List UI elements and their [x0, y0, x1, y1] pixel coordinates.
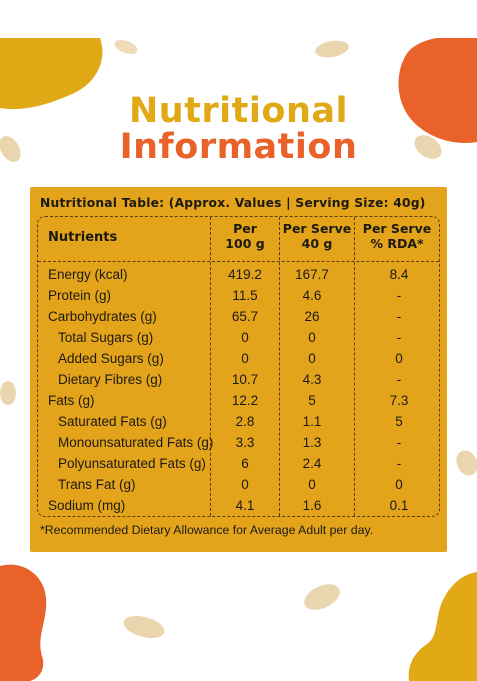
table-row: Total Sugars (g) 0 0 -	[38, 328, 439, 349]
table-row: Polyunsaturated Fats (g) 6 2.4 -	[38, 454, 439, 475]
value-per-100g: 0	[241, 330, 249, 345]
value-rda: -	[396, 456, 402, 471]
value-per-serve: 1.6	[302, 498, 322, 513]
oat-flake-icon	[456, 450, 477, 476]
nutrient-name: Polyunsaturated Fats (g)	[58, 456, 206, 471]
value-rda: -	[396, 330, 402, 345]
nutrient-name: Saturated Fats (g)	[58, 414, 167, 429]
column-divider	[279, 217, 280, 516]
table-row: Dietary Fibres (g) 10.7 4.3 -	[38, 370, 439, 391]
value-per-100g: 10.7	[231, 372, 259, 387]
value-per-100g: 4.1	[235, 498, 255, 513]
value-per-100g: 2.8	[235, 414, 255, 429]
value-per-serve: 0	[308, 351, 316, 366]
table-row: Protein (g) 11.5 4.6 -	[38, 286, 439, 307]
oat-flake-icon	[315, 40, 349, 58]
nutrient-name: Energy (kcal)	[48, 267, 128, 282]
header-nutrients: Nutrients	[48, 230, 118, 245]
column-divider	[354, 217, 355, 516]
value-per-serve: 2.4	[302, 456, 322, 471]
value-rda: -	[396, 372, 402, 387]
oat-flake-icon	[114, 40, 138, 54]
value-rda: -	[396, 288, 402, 303]
value-rda: -	[396, 309, 402, 324]
value-rda: 7.3	[389, 393, 409, 408]
nutrient-name: Carbohydrates (g)	[48, 309, 157, 324]
value-per-100g: 419.2	[228, 267, 262, 282]
table-row: Carbohydrates (g) 65.7 26 -	[38, 307, 439, 328]
value-per-serve: 0	[308, 477, 316, 492]
value-per-100g: 12.2	[231, 393, 259, 408]
table-row: Saturated Fats (g) 2.8 1.1 5	[38, 412, 439, 433]
value-per-100g: 0	[241, 351, 249, 366]
value-per-serve: 26	[304, 309, 320, 324]
header-per-100g-line1: Per	[233, 221, 257, 236]
header-rda-line1: Per Serve	[362, 221, 432, 236]
nutrient-name: Added Sugars (g)	[58, 351, 164, 366]
value-per-serve: 5	[308, 393, 316, 408]
oat-flake-icon	[0, 381, 16, 405]
table-caption: Nutritional Table: (Approx. Values | Ser…	[40, 196, 426, 210]
nutrition-card: Nutritional Table: (Approx. Values | Ser…	[30, 187, 447, 552]
oat-flake-icon	[123, 615, 165, 639]
oat-flake-icon	[414, 135, 442, 159]
table-row: Energy (kcal) 419.2 167.7 8.4	[38, 265, 439, 286]
header-per-serve-line2: 40 g	[301, 236, 333, 251]
header-per-100g-line2: 100 g	[225, 236, 265, 251]
nutrient-name: Trans Fat (g)	[58, 477, 136, 492]
nutrient-name: Dietary Fibres (g)	[58, 372, 163, 387]
value-rda: 0	[395, 351, 403, 366]
page-title-line-2: Information	[119, 127, 358, 167]
table-row: Sodium (mg) 4.1 1.6 0.1	[38, 496, 439, 517]
header-per-serve: Per Serve 40 g	[281, 221, 353, 251]
header-rda-line2: % RDA*	[370, 236, 424, 251]
value-per-serve: 1.1	[302, 414, 322, 429]
value-per-serve: 0	[308, 330, 316, 345]
value-per-100g: 65.7	[231, 309, 259, 324]
value-per-serve: 1.3	[302, 435, 322, 450]
value-per-100g: 6	[241, 456, 249, 471]
value-rda: 0.1	[389, 498, 409, 513]
header-per-serve-line1: Per Serve	[282, 221, 352, 236]
nutrient-name: Sodium (mg)	[48, 498, 126, 513]
rda-footnote: *Recommended Dietary Allowance for Avera…	[40, 523, 374, 537]
value-per-serve: 4.3	[302, 372, 322, 387]
table-header	[38, 217, 439, 262]
yellow-blob-top-left	[0, 38, 103, 110]
yellow-blob-bottom-right	[408, 572, 477, 681]
value-rda: 5	[395, 414, 403, 429]
value-per-100g: 0	[241, 477, 249, 492]
nutrition-table: Nutrients Per 100 g Per Serve 40 g Per S…	[37, 216, 440, 517]
table-row: Added Sugars (g) 0 0 0	[38, 349, 439, 370]
value-rda: 0	[395, 477, 403, 492]
header-rda: Per Serve % RDA*	[358, 221, 436, 251]
value-per-serve: 4.6	[302, 288, 322, 303]
nutrient-name: Total Sugars (g)	[58, 330, 154, 345]
value-rda: 8.4	[389, 267, 409, 282]
oat-flake-icon	[304, 584, 340, 610]
oat-flake-icon	[0, 136, 21, 162]
nutrient-name: Fats (g)	[48, 393, 95, 408]
header-per-100g: Per 100 g	[214, 221, 276, 251]
value-rda: -	[396, 435, 402, 450]
table-row: Fats (g) 12.2 5 7.3	[38, 391, 439, 412]
column-divider	[210, 217, 211, 516]
value-per-100g: 3.3	[235, 435, 255, 450]
table-row: Trans Fat (g) 0 0 0	[38, 475, 439, 496]
page-title-line-1: Nutritional	[128, 91, 348, 131]
orange-blob-bottom-left	[0, 564, 47, 681]
value-per-serve: 167.7	[295, 267, 329, 282]
orange-blob-top-right	[398, 38, 477, 143]
nutrient-name: Monounsaturated Fats (g)	[58, 435, 214, 450]
nutrient-name: Protein (g)	[48, 288, 112, 303]
value-per-100g: 11.5	[232, 288, 258, 303]
table-row: Monounsaturated Fats (g) 3.3 1.3 -	[38, 433, 439, 454]
